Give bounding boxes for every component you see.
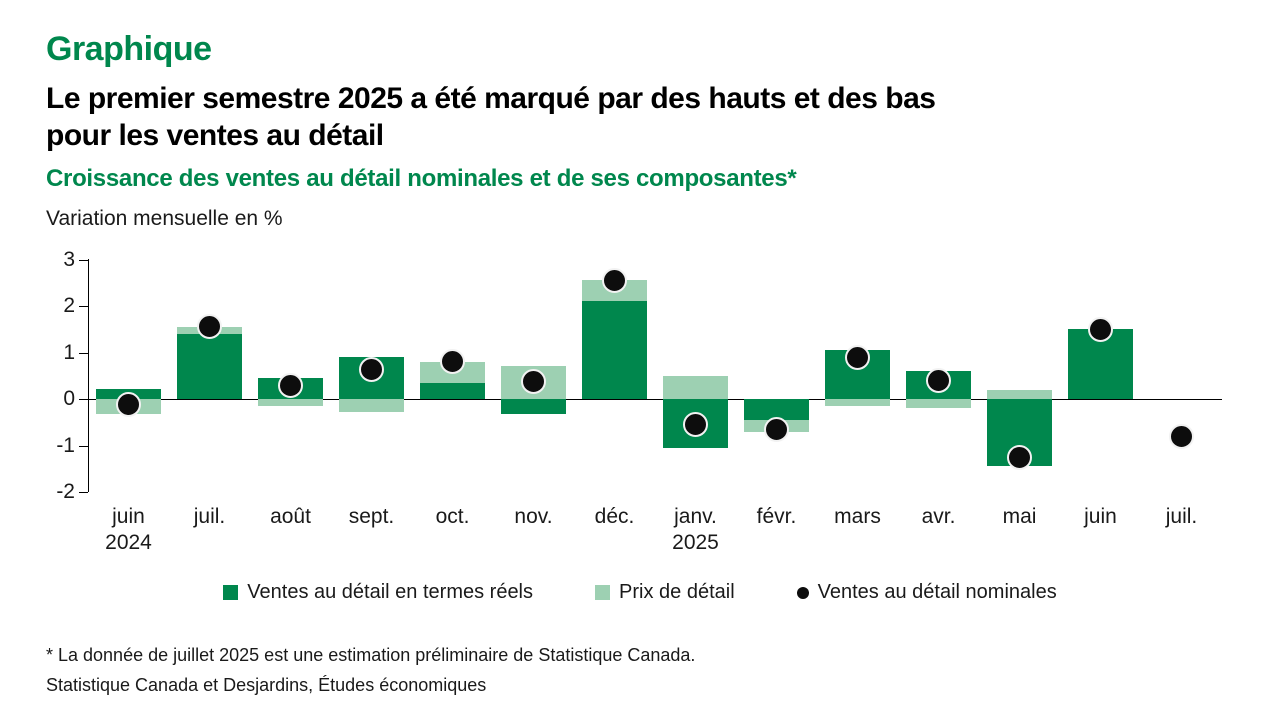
legend-label-price: Prix de détail: [619, 581, 735, 603]
x-tick-label: juin: [112, 505, 145, 528]
bar-real-sales: [501, 399, 566, 415]
y-axis-tick: [79, 259, 88, 261]
nominal-sales-dot: [116, 391, 141, 417]
y-tick-label: -2: [56, 480, 75, 503]
nominal-sales-dot: [1007, 444, 1032, 470]
chart-legend: Ventes au détail en termes réels Prix de…: [0, 581, 1280, 604]
x-tick-label: déc.: [594, 505, 635, 528]
x-tick-label: mai: [1002, 505, 1037, 528]
bar-real-sales: [582, 301, 647, 399]
nominal-sales-dot: [683, 412, 708, 438]
legend-label-nominal: Ventes au détail nominales: [817, 581, 1057, 603]
x-tick-label: août: [270, 505, 311, 528]
nominal-sales-dot: [1088, 316, 1113, 342]
y-axis-tick: [79, 399, 88, 400]
x-tick-label: févr.: [756, 505, 797, 528]
x-tick-label: avr.: [921, 505, 956, 528]
y-tick-label: 2: [63, 294, 75, 317]
y-axis-tick: [79, 306, 88, 307]
footnote-asterisk: * La donnée de juillet 2025 est une esti…: [46, 645, 696, 665]
page-title-line1: Le premier semestre 2025 a été marqué pa…: [46, 82, 936, 115]
x-tick-label: oct.: [435, 505, 470, 528]
legend-item-real: Ventes au détail en termes réels: [223, 581, 533, 604]
y-tick-label: 1: [63, 340, 75, 364]
y-axis-line: [88, 259, 89, 492]
bar-retail-prices: [663, 375, 728, 399]
y-axis-unit-label: Variation mensuelle en %: [46, 207, 283, 230]
x-tick-label: juil.: [1165, 505, 1198, 528]
y-tick-label: 0: [63, 387, 75, 410]
bar-retail-prices: [258, 399, 323, 406]
x-axis-zero-line: [88, 399, 1222, 400]
x-tick-label: sept.: [348, 505, 395, 528]
bar-retail-prices: [825, 399, 890, 406]
x-tick-label: nov.: [514, 505, 553, 528]
nominal-sales-dot: [764, 416, 789, 442]
bar-retail-prices: [906, 399, 971, 409]
x-tick-label: janv.: [674, 505, 717, 528]
nominal-sales-dot: [197, 314, 222, 340]
y-tick-label: -1: [56, 433, 75, 457]
kicker-graphique: Graphique: [46, 30, 212, 68]
nominal-sales-dot: [845, 344, 870, 370]
bar-real-sales: [420, 382, 485, 399]
footnote-source: Statistique Canada et Desjardins, Études…: [46, 675, 487, 695]
legend-item-nominal: Ventes au détail nominales: [796, 581, 1057, 604]
page-title-line2: pour les ventes au détail: [46, 119, 384, 152]
y-axis-tick: [79, 445, 88, 447]
x-tick-year-label: 2024: [105, 531, 152, 554]
bar-retail-prices: [987, 389, 1052, 399]
page-title: Le premier semestre 2025 a été marqué pa…: [46, 80, 1226, 154]
nominal-sales-dot: [440, 349, 465, 375]
black-dot-icon: [796, 586, 809, 599]
y-tick-label: 3: [63, 247, 75, 271]
x-tick-label: juil.: [193, 505, 226, 528]
nominal-sales-dot: [1169, 423, 1194, 449]
nominal-sales-dot: [278, 372, 303, 398]
nominal-sales-dot: [521, 369, 546, 395]
y-axis-tick: [79, 352, 88, 354]
nominal-sales-dot: [926, 367, 951, 393]
y-axis-tick: [79, 492, 88, 493]
nominal-sales-dot: [359, 357, 384, 383]
chart-subtitle: Croissance des ventes au détail nominale…: [46, 165, 797, 192]
dark-green-square-icon: [223, 585, 239, 600]
x-tick-label: mars: [834, 505, 881, 528]
x-tick-year-label: 2025: [672, 531, 719, 554]
bar-retail-prices: [339, 399, 404, 412]
legend-item-price: Prix de détail: [595, 581, 735, 604]
bar-real-sales: [744, 399, 809, 420]
legend-label-real: Ventes au détail en termes réels: [247, 581, 534, 603]
nominal-sales-dot: [602, 267, 627, 293]
bar-real-sales: [177, 333, 242, 399]
x-tick-label: juin: [1084, 505, 1117, 528]
light-green-square-icon: [595, 585, 611, 600]
